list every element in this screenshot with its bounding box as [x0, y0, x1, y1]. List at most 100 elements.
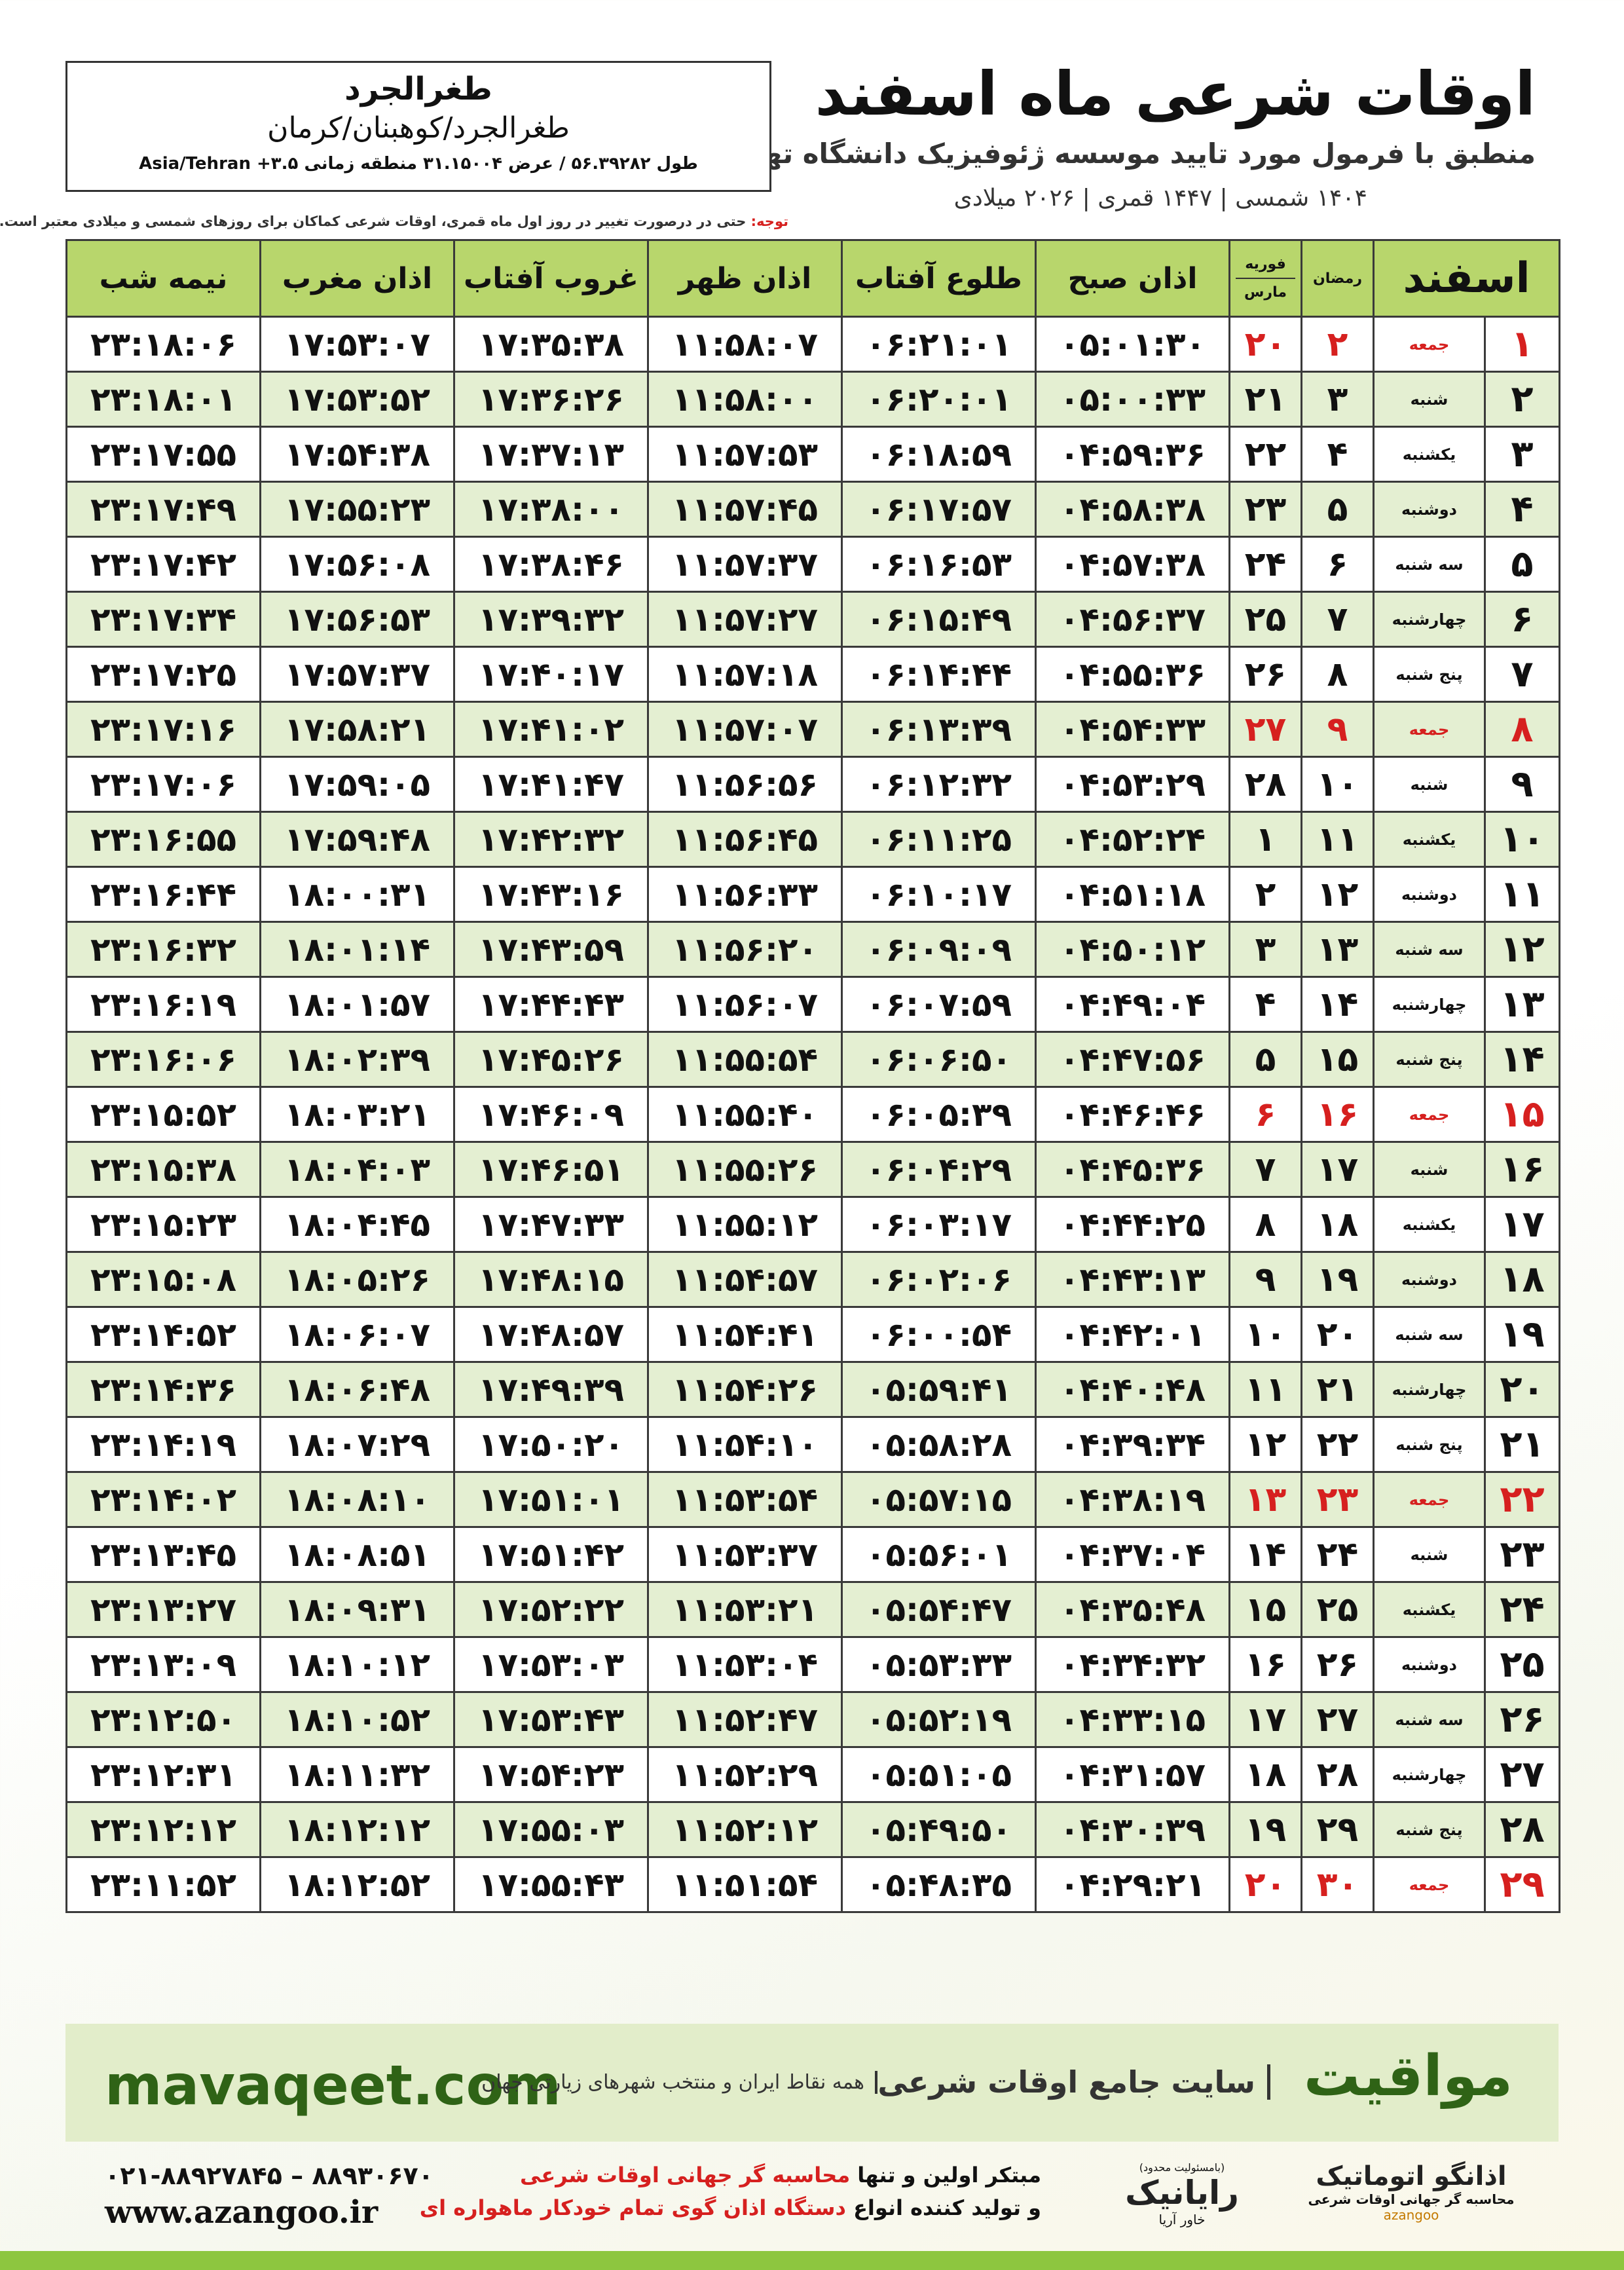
time: ۱۱:۵۵:۴۰ — [647, 1086, 843, 1143]
time: ۱۷:۴۸:۵۷ — [453, 1306, 649, 1363]
day: ۱۴ — [1484, 1031, 1560, 1088]
ramadan-day: ۶ — [1301, 536, 1375, 593]
time: ۱۱:۵۲:۱۲ — [647, 1801, 843, 1858]
ramadan-day: ۲۳ — [1301, 1471, 1375, 1528]
time: ۱۱:۵۳:۲۱ — [647, 1581, 843, 1638]
ramadan-day: ۲۸ — [1301, 1746, 1375, 1803]
gregorian-day: ۱۲ — [1228, 1416, 1302, 1473]
gregorian-day: ۱ — [1228, 811, 1302, 868]
time: ۰۴:۴۳:۱۳ — [1035, 1251, 1230, 1308]
weekday: چهارشنبه — [1373, 976, 1486, 1033]
time: ۱۷:۴۲:۳۲ — [453, 811, 649, 868]
website[interactable]: www.azangoo.ir — [105, 2194, 378, 2231]
time: ۰۴:۵۹:۳۶ — [1035, 426, 1230, 483]
time: ۱۸:۱۰:۵۲ — [259, 1691, 455, 1748]
day: ۲۹ — [1484, 1856, 1560, 1913]
time: ۱۱:۵۲:۴۷ — [647, 1691, 843, 1748]
time: ۱۷:۴۶:۵۱ — [453, 1141, 649, 1198]
time: ۰۶:۰۰:۵۴ — [841, 1306, 1037, 1363]
time: ۲۳:۱۶:۳۲ — [65, 921, 261, 978]
logo-azangoo: اذانگو اتوماتیک محاسبه گر جهانی اوقات شر… — [1280, 2161, 1542, 2223]
ramadan-header: رمضان — [1301, 239, 1375, 318]
time: ۰۴:۳۰:۳۹ — [1035, 1801, 1230, 1858]
day: ۱۸ — [1484, 1251, 1560, 1308]
phones: ۰۲۱-۸۸۹۲۷۸۴۵ – ۸۸۹۳۰۶۷۰ — [105, 2161, 434, 2190]
ramadan-day: ۲۱ — [1301, 1361, 1375, 1418]
weekday: سه شنبه — [1373, 536, 1486, 593]
row: ۲۸ پنج شنبه ۲۹ ۱۹ ۰۴:۳۰:۳۹ ۰۵:۴۹:۵۰ ۱۱:۵۲:۱۲ ۱۷… — [65, 1801, 1560, 1858]
row: ۱۴ پنج شنبه ۱۵ ۵ ۰۴:۴۷:۵۶ ۰۶:۰۶:۵۰ ۱۱:۵۵:۵۴ ۱۷:… — [65, 1031, 1560, 1088]
ramadan-day: ۸ — [1301, 646, 1375, 703]
location-box: طغرالجرد طغرالجرد/کوهبنان/کرمان طول ۵۶.۳… — [65, 61, 771, 192]
weekday: چهارشنبه — [1373, 1361, 1486, 1418]
time: ۲۳:۱۷:۲۵ — [65, 646, 261, 703]
time: ۰۶:۰۴:۲۹ — [841, 1141, 1037, 1198]
time: ۰۵:۵۸:۲۸ — [841, 1416, 1037, 1473]
time: ۲۳:۱۴:۰۲ — [65, 1471, 261, 1528]
time: ۱۷:۵۸:۲۱ — [259, 701, 455, 758]
time: ۱۱:۵۶:۴۵ — [647, 811, 843, 868]
time: ۰۴:۵۱:۱۸ — [1035, 866, 1230, 923]
footer-line: و تولید کننده انواع دستگاه اذان گوی تمام… — [420, 2195, 1041, 2220]
time: ۱۸:۱۲:۵۲ — [259, 1856, 455, 1913]
day: ۱ — [1484, 316, 1560, 373]
gregorian-day: ۱۸ — [1228, 1746, 1302, 1803]
time: ۰۴:۵۰:۱۲ — [1035, 921, 1230, 978]
time: ۲۳:۱۳:۴۵ — [65, 1526, 261, 1583]
time: ۰۴:۳۵:۴۸ — [1035, 1581, 1230, 1638]
weekday: جمعه — [1373, 316, 1486, 373]
time: ۱۸:۰۴:۰۳ — [259, 1141, 455, 1198]
weekday: پنج شنبه — [1373, 646, 1486, 703]
time: ۱۸:۰۸:۵۱ — [259, 1526, 455, 1583]
banner-url[interactable]: mavaqeet.com — [105, 2053, 561, 2117]
row: ۲۴ یکشنبه ۲۵ ۱۵ ۰۴:۳۵:۴۸ ۰۵:۵۴:۴۷ ۱۱:۵۳:۲۱ ۱۷:۵… — [65, 1581, 1560, 1638]
city: طغرالجرد — [344, 71, 492, 107]
time: ۰۴:۳۳:۱۵ — [1035, 1691, 1230, 1748]
time: ۱۱:۵۴:۵۷ — [647, 1251, 843, 1308]
gregorian-day: ۹ — [1228, 1251, 1302, 1308]
time: ۰۴:۵۲:۲۴ — [1035, 811, 1230, 868]
day: ۱۷ — [1484, 1196, 1560, 1253]
row: ۲۹ جمعه ۳۰ ۲۰ ۰۴:۲۹:۲۱ ۰۵:۴۸:۳۵ ۱۱:۵۱:۵۴ ۱۷:۵۵:… — [65, 1856, 1560, 1913]
time: ۱۱:۵۲:۲۹ — [647, 1746, 843, 1803]
ramadan-day: ۳۰ — [1301, 1856, 1375, 1913]
time: ۱۷:۴۱:۴۷ — [453, 756, 649, 813]
time: ۰۶:۱۶:۵۳ — [841, 536, 1037, 593]
weekday: یکشنبه — [1373, 1581, 1486, 1638]
gregorian-day: ۱۱ — [1228, 1361, 1302, 1418]
time: ۱۱:۵۴:۲۶ — [647, 1361, 843, 1418]
weekday: چهارشنبه — [1373, 1746, 1486, 1803]
time: ۱۷:۵۴:۲۳ — [453, 1746, 649, 1803]
time: ۰۴:۵۴:۳۳ — [1035, 701, 1230, 758]
day: ۱۶ — [1484, 1141, 1560, 1198]
footer-line: مبتکر اولین و تنها محاسبه گر جهانی اوقات… — [520, 2163, 1041, 2187]
gregorian-day: ۲۵ — [1228, 591, 1302, 648]
time: ۱۱:۵۷:۵۳ — [647, 426, 843, 483]
time: ۱۷:۵۳:۴۳ — [453, 1691, 649, 1748]
row: ۱۰ یکشنبه ۱۱ ۱ ۰۴:۵۲:۲۴ ۰۶:۱۱:۲۵ ۱۱:۵۶:۴۵ ۱۷:۴۲… — [65, 811, 1560, 868]
row: ۹ شنبه ۱۰ ۲۸ ۰۴:۵۳:۲۹ ۰۶:۱۲:۳۲ ۱۱:۵۶:۵۶ ۱۷:۴۱:۴… — [65, 756, 1560, 813]
time: ۱۱:۵۷:۳۷ — [647, 536, 843, 593]
day: ۲۱ — [1484, 1416, 1560, 1473]
ramadan-day: ۴ — [1301, 426, 1375, 483]
gregorian-day: ۲۱ — [1228, 371, 1302, 428]
time: ۰۵:۵۷:۱۵ — [841, 1471, 1037, 1528]
day: ۲۰ — [1484, 1361, 1560, 1418]
time: ۱۱:۵۳:۳۷ — [647, 1526, 843, 1583]
weekday: دوشنبه — [1373, 1636, 1486, 1693]
time: ۰۵:۵۴:۴۷ — [841, 1581, 1037, 1638]
weekday: شنبه — [1373, 1526, 1486, 1583]
time: ۰۶:۰۶:۵۰ — [841, 1031, 1037, 1088]
time: ۰۵:۰۱:۳۰ — [1035, 316, 1230, 373]
time: ۱۱:۵۶:۲۰ — [647, 921, 843, 978]
day: ۱۳ — [1484, 976, 1560, 1033]
time: ۰۶:۱۷:۵۷ — [841, 481, 1037, 538]
time: ۰۴:۳۴:۳۲ — [1035, 1636, 1230, 1693]
time: ۰۶:۱۱:۲۵ — [841, 811, 1037, 868]
time: ۱۷:۴۶:۰۹ — [453, 1086, 649, 1143]
time: ۱۱:۵۴:۱۰ — [647, 1416, 843, 1473]
time: ۰۴:۳۱:۵۷ — [1035, 1746, 1230, 1803]
day: ۹ — [1484, 756, 1560, 813]
time: ۲۳:۱۵:۵۲ — [65, 1086, 261, 1143]
time: ۱۸:۱۰:۱۲ — [259, 1636, 455, 1693]
